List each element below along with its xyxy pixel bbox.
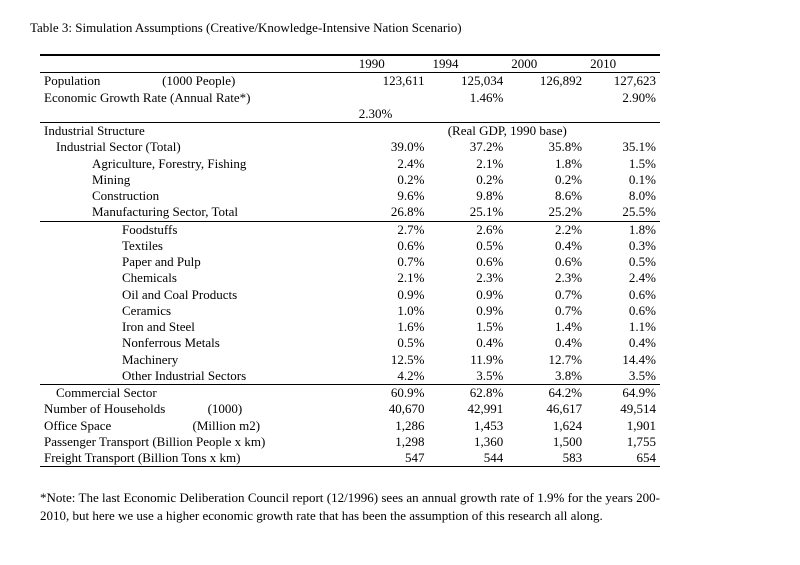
row-nonferrous: Nonferrous Metals 0.5%0.4%0.4%0.4% — [40, 335, 660, 351]
row-machinery: Machinery 12.5%11.9%12.7%14.4% — [40, 352, 660, 368]
row-structure-header: Industrial Structure (Real GDP, 1990 bas… — [40, 123, 660, 140]
row-industrial-total: Industrial Sector (Total) 39.0%37.2%35.8… — [40, 139, 660, 155]
footnote: *Note: The last Economic Deliberation Co… — [40, 489, 660, 524]
row-mining: Mining 0.2%0.2%0.2%0.1% — [40, 172, 660, 188]
col-1994: 1994 — [428, 55, 507, 73]
col-2010: 2010 — [586, 55, 660, 73]
row-textiles: Textiles 0.6%0.5%0.4%0.3% — [40, 238, 660, 254]
row-growth: Economic Growth Rate (Annual Rate*) 1.46… — [40, 90, 660, 106]
row-iron: Iron and Steel 1.6%1.5%1.4%1.1% — [40, 319, 660, 335]
row-commercial: Commercial Sector 60.9%62.8%64.2%64.9% — [40, 385, 660, 402]
row-other-industrial: Other Industrial Sectors 4.2%3.5%3.8%3.5… — [40, 368, 660, 385]
row-ceramics: Ceramics 1.0%0.9%0.7%0.6% — [40, 303, 660, 319]
row-office: Office Space (Million m2) 1,2861,4531,62… — [40, 418, 660, 434]
table-title: Table 3: Simulation Assumptions (Creativ… — [30, 20, 770, 36]
row-agri: Agriculture, Forestry, Fishing 2.4%2.1%1… — [40, 156, 660, 172]
assumptions-table: 1990 1994 2000 2010 Population (1000 Peo… — [40, 54, 660, 467]
col-1990: 1990 — [355, 55, 429, 73]
row-freight: Freight Transport (Billion Tons x km) 54… — [40, 450, 660, 467]
row-passenger: Passenger Transport (Billion People x km… — [40, 434, 660, 450]
col-2000: 2000 — [507, 55, 586, 73]
row-paper: Paper and Pulp 0.7%0.6%0.6%0.5% — [40, 254, 660, 270]
row-foodstuffs: Foodstuffs 2.7%2.6%2.2%1.8% — [40, 221, 660, 238]
row-households: Number of Households (1000) 40,67042,991… — [40, 401, 660, 417]
row-growth-sub: 2.30% — [40, 106, 660, 123]
row-oil: Oil and Coal Products 0.9%0.9%0.7%0.6% — [40, 287, 660, 303]
row-chemicals: Chemicals 2.1%2.3%2.3%2.4% — [40, 270, 660, 286]
row-population: Population (1000 People) 123,611 125,034… — [40, 73, 660, 90]
row-manufacturing: Manufacturing Sector, Total 26.8%25.1%25… — [40, 204, 660, 221]
row-construction: Construction 9.6%9.8%8.6%8.0% — [40, 188, 660, 204]
